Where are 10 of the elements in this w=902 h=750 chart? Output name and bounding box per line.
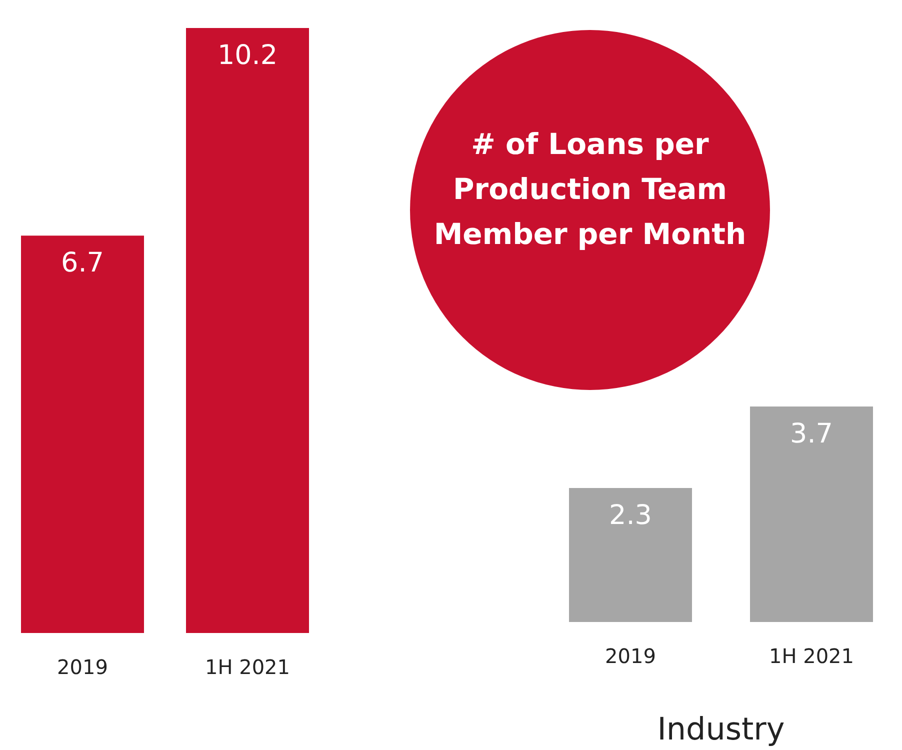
chart-title: # of Loans per Production Team Member per Month bbox=[432, 126, 748, 253]
x-tick-label: 2019 bbox=[57, 655, 108, 679]
x-axis-title: Industry bbox=[657, 712, 785, 748]
data-label: 3.7 bbox=[790, 418, 833, 450]
data-label: 6.7 bbox=[61, 248, 104, 279]
data-label: 10.2 bbox=[217, 40, 278, 71]
x-tick-label: 1H 2021 bbox=[768, 644, 854, 668]
data-label: 2.3 bbox=[609, 500, 652, 532]
x-tick-label: 2019 bbox=[605, 644, 656, 668]
x-tick-label: 1H 2021 bbox=[204, 655, 290, 679]
